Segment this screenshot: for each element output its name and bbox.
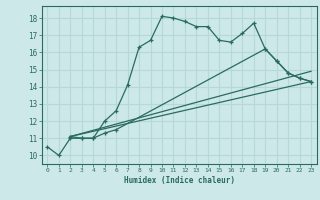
X-axis label: Humidex (Indice chaleur): Humidex (Indice chaleur) — [124, 176, 235, 185]
